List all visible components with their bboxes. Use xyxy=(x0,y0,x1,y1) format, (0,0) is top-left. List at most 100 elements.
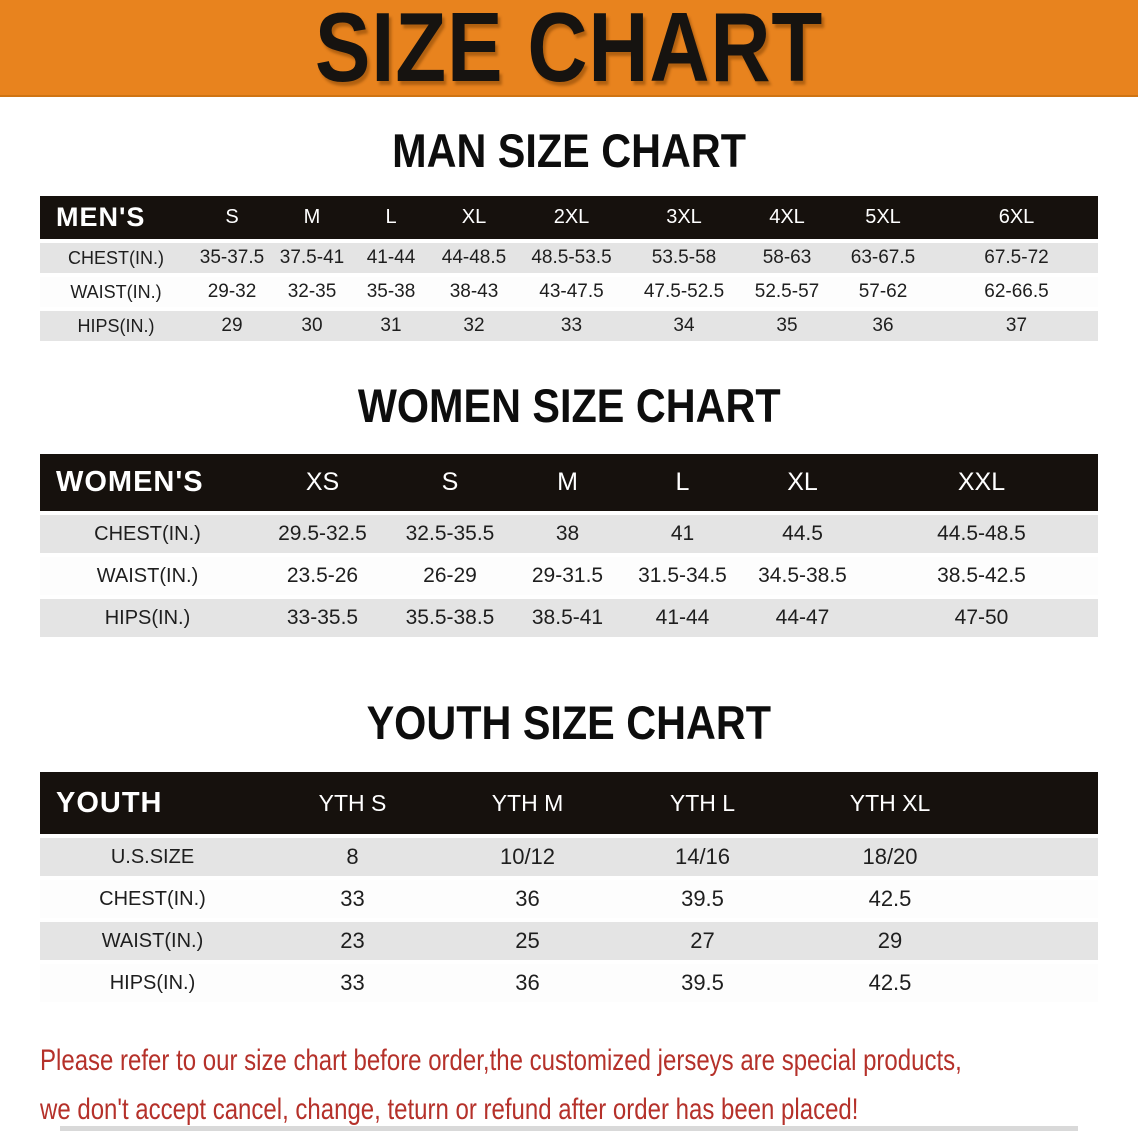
value-cell: 67.5-72 xyxy=(935,243,1098,273)
women-section-heading-text: WOMEN SIZE CHART xyxy=(357,379,781,432)
page-title: SIZE CHART xyxy=(314,0,824,102)
value-cell: 44.5 xyxy=(740,515,865,553)
spacer-cell xyxy=(990,772,1098,834)
row-label-cell: HIPS(IN.) xyxy=(40,599,255,637)
banner: SIZE CHART xyxy=(0,0,1138,97)
value-cell: 41-44 xyxy=(352,243,430,273)
row-label-cell: WAIST(IN.) xyxy=(40,557,255,595)
value-cell: 47.5-52.5 xyxy=(625,277,743,307)
disclaimer-note: Please refer to our size chart before or… xyxy=(40,1036,1138,1132)
youth-section-heading: YOUTH SIZE CHART xyxy=(0,699,1138,746)
disclaimer-line-2: we don't accept cancel, change, teturn o… xyxy=(40,1093,859,1126)
value-cell: 57-62 xyxy=(831,277,935,307)
value-cell: 31.5-34.5 xyxy=(625,557,740,595)
youth-waist-row: WAIST(IN.) 23 25 27 29 xyxy=(40,922,1098,960)
value-cell: 36 xyxy=(440,964,615,1002)
value-cell: 8 xyxy=(265,838,440,876)
youth-table-header-row: YOUTH YTH S YTH M YTH L YTH XL xyxy=(40,772,1098,834)
women-table-header-row: WOMEN'S XS S M L XL XXL xyxy=(40,454,1098,511)
col-header-cell: YTH S xyxy=(265,772,440,834)
value-cell: 32 xyxy=(430,311,518,341)
row-label-cell: U.S.SIZE xyxy=(40,838,265,876)
row-label-cell: CHEST(IN.) xyxy=(40,243,192,273)
value-cell: 32.5-35.5 xyxy=(390,515,510,553)
row-label-cell: WAIST(IN.) xyxy=(40,277,192,307)
spacer-cell xyxy=(990,964,1098,1002)
spacer-cell xyxy=(990,880,1098,918)
row-label-cell: HIPS(IN.) xyxy=(40,311,192,341)
men-section-heading-text: MAN SIZE CHART xyxy=(392,124,746,177)
youth-ussize-row: U.S.SIZE 8 10/12 14/16 18/20 xyxy=(40,838,1098,876)
youth-chest-row: CHEST(IN.) 33 36 39.5 42.5 xyxy=(40,880,1098,918)
value-cell: 35 xyxy=(743,311,831,341)
value-cell: 29 xyxy=(790,922,990,960)
youth-hips-row: HIPS(IN.) 33 36 39.5 42.5 xyxy=(40,964,1098,1002)
value-cell: 33-35.5 xyxy=(255,599,390,637)
value-cell: 23 xyxy=(265,922,440,960)
spacer-cell xyxy=(990,922,1098,960)
col-header-cell: M xyxy=(272,196,352,239)
value-cell: 35-37.5 xyxy=(192,243,272,273)
value-cell: 38 xyxy=(510,515,625,553)
value-cell: 39.5 xyxy=(615,880,790,918)
row-label-cell: WAIST(IN.) xyxy=(40,922,265,960)
youth-size-table: YOUTH YTH S YTH M YTH L YTH XL U.S.SIZE … xyxy=(40,768,1098,1006)
men-size-table: MEN'S S M L XL 2XL 3XL 4XL 5XL 6XL CHEST… xyxy=(40,192,1098,345)
value-cell: 44-48.5 xyxy=(430,243,518,273)
value-cell: 23.5-26 xyxy=(255,557,390,595)
value-cell: 37 xyxy=(935,311,1098,341)
value-cell: 32-35 xyxy=(272,277,352,307)
col-header-cell: XL xyxy=(430,196,518,239)
value-cell: 38.5-41 xyxy=(510,599,625,637)
value-cell: 25 xyxy=(440,922,615,960)
value-cell: 31 xyxy=(352,311,430,341)
value-cell: 35.5-38.5 xyxy=(390,599,510,637)
value-cell: 41 xyxy=(625,515,740,553)
value-cell: 42.5 xyxy=(790,880,990,918)
value-cell: 33 xyxy=(265,964,440,1002)
col-header-cell: YTH M xyxy=(440,772,615,834)
women-waist-row: WAIST(IN.) 23.5-26 26-29 29-31.5 31.5-34… xyxy=(40,557,1098,595)
col-header-cell: L xyxy=(352,196,430,239)
value-cell: 58-63 xyxy=(743,243,831,273)
col-header-cell: 4XL xyxy=(743,196,831,239)
spacer-cell xyxy=(990,838,1098,876)
men-table-header-row: MEN'S S M L XL 2XL 3XL 4XL 5XL 6XL xyxy=(40,196,1098,239)
col-header-cell: YTH XL xyxy=(790,772,990,834)
col-header-cell: 2XL xyxy=(518,196,625,239)
women-size-table: WOMEN'S XS S M L XL XXL CHEST(IN.) 29.5-… xyxy=(40,450,1098,641)
youth-section-heading-text: YOUTH SIZE CHART xyxy=(366,696,772,749)
col-header-cell: XL xyxy=(740,454,865,511)
value-cell: 26-29 xyxy=(390,557,510,595)
value-cell: 36 xyxy=(831,311,935,341)
value-cell: 44.5-48.5 xyxy=(865,515,1098,553)
col-header-cell: XS xyxy=(255,454,390,511)
women-section-heading: WOMEN SIZE CHART xyxy=(0,382,1138,429)
col-header-cell: S xyxy=(192,196,272,239)
value-cell: 52.5-57 xyxy=(743,277,831,307)
col-header-cell: L xyxy=(625,454,740,511)
women-chest-row: CHEST(IN.) 29.5-32.5 32.5-35.5 38 41 44.… xyxy=(40,515,1098,553)
men-hips-row: HIPS(IN.) 29 30 31 32 33 34 35 36 37 xyxy=(40,311,1098,341)
value-cell: 63-67.5 xyxy=(831,243,935,273)
value-cell: 33 xyxy=(265,880,440,918)
value-cell: 42.5 xyxy=(790,964,990,1002)
bottom-divider xyxy=(60,1126,1078,1131)
value-cell: 47-50 xyxy=(865,599,1098,637)
value-cell: 38.5-42.5 xyxy=(865,557,1098,595)
value-cell: 62-66.5 xyxy=(935,277,1098,307)
women-hips-row: HIPS(IN.) 33-35.5 35.5-38.5 38.5-41 41-4… xyxy=(40,599,1098,637)
value-cell: 36 xyxy=(440,880,615,918)
col-header-cell: 5XL xyxy=(831,196,935,239)
col-header-cell: YTH L xyxy=(615,772,790,834)
value-cell: 35-38 xyxy=(352,277,430,307)
value-cell: 38-43 xyxy=(430,277,518,307)
value-cell: 33 xyxy=(518,311,625,341)
value-cell: 34.5-38.5 xyxy=(740,557,865,595)
value-cell: 18/20 xyxy=(790,838,990,876)
men-section-heading: MAN SIZE CHART xyxy=(0,127,1138,174)
value-cell: 34 xyxy=(625,311,743,341)
men-chest-row: CHEST(IN.) 35-37.5 37.5-41 41-44 44-48.5… xyxy=(40,243,1098,273)
col-header-cell: XXL xyxy=(865,454,1098,511)
